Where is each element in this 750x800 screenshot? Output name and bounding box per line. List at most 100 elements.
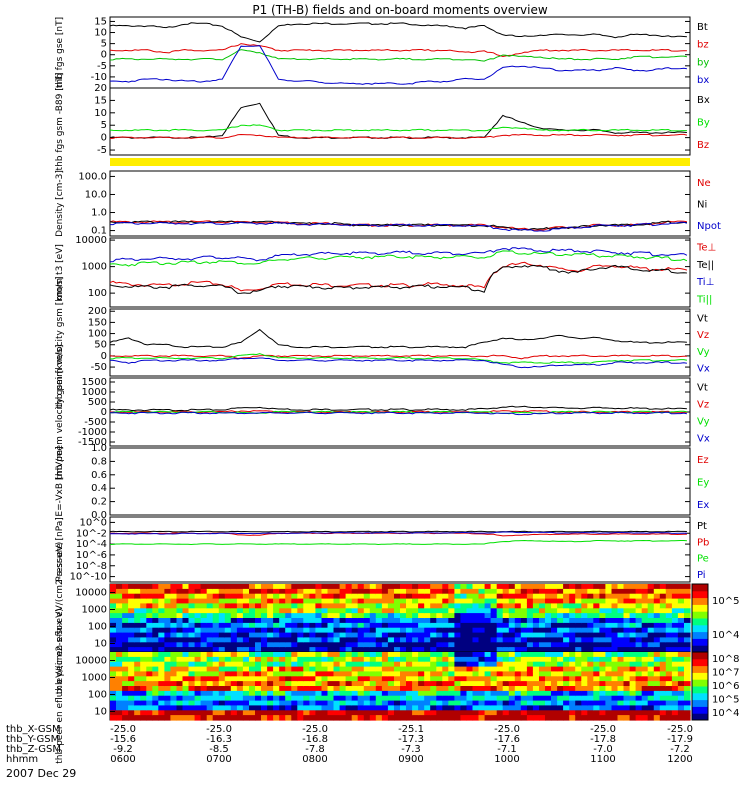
heatmap-cell [261,700,268,707]
heatmap-cell [255,666,262,673]
heatmap-cell [629,652,637,658]
heatmap-cell [249,656,256,663]
heatmap-cell [249,598,256,605]
heatmap-cell [430,622,437,629]
heatmap-cell [508,705,516,711]
heatmap-cell [514,676,522,682]
heatmap-cell [255,647,262,653]
heatmap-cell [345,656,353,663]
heatmap-cell [128,603,135,609]
heatmap-cell [273,613,280,619]
heatmap-cell [496,681,504,687]
heatmap-cell [291,705,298,711]
heatmap-cell [545,671,552,677]
heatmap-cell [291,598,298,605]
heatmap-cell [448,710,455,716]
heatmap-cell [285,710,292,716]
heatmap-cell [406,632,413,639]
heatmap-cell [684,588,691,595]
heatmap-cell [327,710,335,716]
heatmap-cell [381,666,389,673]
heatmap-cell [514,622,522,629]
heatmap-cell [436,603,443,609]
heatmap-cell [641,588,649,595]
heatmap-cell [140,700,147,707]
heatmap-cell [182,588,190,595]
heatmap-cell [158,598,165,605]
heatmap-cell [140,608,147,614]
heatmap-cell [128,598,135,605]
heatmap-cell [128,690,135,697]
heatmap-cell [514,652,522,658]
heatmap-cell [520,622,528,629]
heatmap-cell [478,622,486,629]
heatmap-cell [502,593,510,600]
heatmap-cell [442,705,449,711]
heatmap-cell [617,715,625,721]
heatmap-cell [381,671,389,677]
heatmap-cell [375,584,383,590]
heatmap-cell [200,613,208,619]
heatmap-cell [551,593,558,600]
heatmap-cell [140,622,147,629]
heatmap-cell [297,598,304,605]
heatmap-cell [261,705,268,711]
xaxis-value: 1100 [590,754,615,765]
heatmap-cell [508,666,516,673]
heatmap-cell [116,710,123,716]
series-line-Pt [109,530,687,533]
heatmap-cell [599,710,606,716]
heatmap-cell [152,661,159,668]
heatmap-cell [539,647,546,653]
heatmap-cell [466,652,474,658]
heatmap-cell [539,676,546,682]
heatmap-cell [635,681,643,687]
heatmap-cell [671,642,679,648]
heatmap-cell [200,627,208,634]
heatmap-cell [267,627,274,634]
heatmap-cell [236,705,244,711]
legend-label: Ni [697,200,707,211]
heatmap-cell [200,588,208,595]
heatmap-cell [152,618,159,624]
heatmap-cell [182,618,190,624]
heatmap-cell [484,656,492,663]
heatmap-cell [188,637,196,643]
heatmap-cell [291,661,298,668]
heatmap-cell [557,666,564,673]
y-tick-label: 10^-2 [76,528,107,539]
heatmap-cell [224,642,232,648]
heatmap-cell [671,593,679,600]
heatmap-cell [321,642,329,648]
heatmap-cell [230,593,238,600]
series-line-Vx [109,357,687,369]
heatmap-cell [466,613,474,619]
series-line-Ti⊥ [109,247,688,263]
heatmap-cell [677,608,685,614]
heatmap-cell [557,598,564,605]
colorbar-cell [692,706,708,714]
heatmap-cell [478,627,486,634]
heatmap-cell [514,661,522,668]
heatmap-cell [134,603,141,609]
legend-label: Ey [697,478,709,489]
y-tick-label: 50 [94,340,107,351]
heatmap-cell [460,642,467,648]
heatmap-cell [412,676,419,682]
heatmap-cell [412,642,419,648]
heatmap-cell [285,632,292,639]
colorbar-cell [692,665,708,673]
heatmap-cell [466,700,474,707]
heatmap-cell [230,608,238,614]
heatmap-cell [116,676,123,682]
xaxis-value: -7.2 [670,744,690,755]
heatmap-cell [430,588,437,595]
heatmap-cell [321,593,329,600]
heatmap-cell [599,603,606,609]
heatmap-cell [418,700,425,707]
heatmap-cell [545,681,552,687]
heatmap-cell [623,603,631,609]
heatmap-cell [273,593,280,600]
xaxis-value: -9.2 [113,744,133,755]
series-line-by [109,49,688,62]
